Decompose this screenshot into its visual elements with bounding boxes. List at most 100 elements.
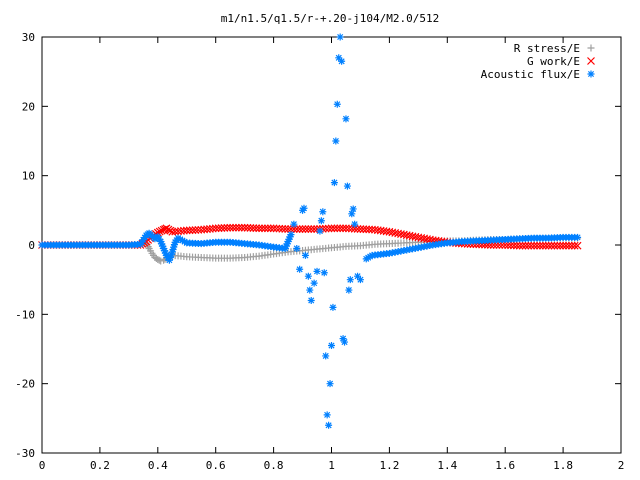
- data-point: [326, 380, 334, 388]
- data-point: [158, 240, 166, 248]
- data-point: [553, 241, 562, 250]
- data-point: [301, 225, 310, 233]
- data-point: [324, 224, 333, 233]
- data-point: [325, 421, 333, 429]
- data-point: [330, 179, 338, 187]
- data-point: [301, 251, 309, 259]
- data-point: [285, 235, 293, 243]
- data-point: [300, 204, 308, 212]
- data-point: [298, 225, 307, 233]
- chart-marks: [38, 33, 582, 429]
- data-point: [333, 224, 342, 233]
- data-point: [328, 342, 335, 350]
- data-point: [229, 223, 237, 232]
- data-point: [527, 241, 536, 250]
- data-point: [333, 100, 341, 108]
- data-point: [538, 241, 547, 250]
- data-point: [541, 241, 550, 250]
- x-tick-label: 1: [328, 459, 335, 472]
- y-tick-label: -10: [15, 308, 35, 321]
- data-point: [176, 235, 184, 243]
- data-point: [550, 241, 559, 250]
- data-point: [327, 224, 336, 233]
- data-point: [237, 223, 246, 232]
- data-point: [306, 286, 314, 294]
- data-point: [559, 241, 568, 250]
- data-point: [342, 115, 350, 123]
- data-point: [307, 296, 315, 304]
- y-tick-label: 10: [22, 170, 35, 183]
- data-point: [310, 279, 318, 287]
- x-tick-label: 2: [618, 459, 625, 472]
- data-point: [322, 352, 330, 360]
- data-point: [544, 241, 553, 250]
- x-tick-label: 0.8: [264, 459, 284, 472]
- data-point: [284, 238, 292, 246]
- data-point: [524, 241, 533, 250]
- x-tick-label: 0: [39, 459, 46, 472]
- data-point: [515, 241, 524, 250]
- data-point: [154, 233, 162, 241]
- x-tick-label: 0.4: [148, 459, 168, 472]
- data-point: [567, 241, 576, 250]
- axes: 0 0.2 0.4 0.6 0.8 1 1.2 1.4 1.6 1.8 2 30 20 10 0 -10 -20…: [15, 31, 624, 472]
- y-tick-label: -20: [15, 378, 35, 391]
- x-tick-label: 1.4: [437, 459, 457, 472]
- data-point: [255, 224, 264, 233]
- data-point: [295, 225, 304, 233]
- legend-label: R stress/E: [514, 42, 580, 55]
- data-point: [547, 241, 556, 250]
- y-tick-label: 0: [28, 239, 35, 252]
- data-point: [293, 244, 301, 252]
- data-point: [338, 57, 346, 65]
- data-point: [329, 303, 337, 311]
- data-point: [316, 227, 324, 235]
- data-point: [317, 217, 325, 225]
- data-point: [518, 241, 527, 250]
- data-point: [169, 246, 177, 254]
- data-point: [348, 210, 356, 218]
- x-tick-label: 1.6: [495, 459, 515, 472]
- data-point: [356, 276, 364, 284]
- data-point: [313, 267, 321, 275]
- data-point: [521, 241, 530, 250]
- data-point: [319, 208, 327, 216]
- data-point: [304, 272, 312, 280]
- data-point: [296, 265, 304, 273]
- data-point: [336, 33, 344, 41]
- data-point: [286, 233, 294, 241]
- data-point: [573, 241, 582, 250]
- data-point: [260, 224, 269, 233]
- data-point: [536, 241, 544, 250]
- legend-marker: [587, 70, 595, 78]
- data-point: [343, 182, 351, 190]
- data-point: [181, 238, 189, 246]
- data-point: [155, 235, 163, 243]
- data-point: [530, 241, 539, 250]
- data-point: [533, 241, 541, 250]
- legend-label: G work/E: [527, 55, 580, 68]
- legend-label: Acoustic flux/E: [481, 68, 580, 81]
- data-point: [335, 54, 343, 62]
- data-point: [232, 223, 240, 232]
- data-point: [349, 205, 357, 213]
- y-tick-label: 30: [22, 31, 35, 44]
- y-tick-label: 20: [22, 100, 35, 113]
- data-point: [263, 224, 272, 233]
- data-point: [512, 241, 521, 250]
- data-point: [166, 253, 174, 261]
- data-point: [281, 244, 289, 252]
- data-point: [159, 242, 167, 250]
- x-tick-label: 0.2: [90, 459, 110, 472]
- y-tick-label: -30: [15, 447, 35, 460]
- data-point: [281, 224, 290, 233]
- data-point: [346, 276, 354, 284]
- data-point: [234, 223, 243, 232]
- data-point: [570, 241, 579, 250]
- data-point: [323, 411, 331, 419]
- chart-title: m1/n1.5/q1.5/r-+.20-j104/M2.0/512: [221, 12, 440, 25]
- data-point: [168, 248, 176, 256]
- data-point: [162, 251, 170, 259]
